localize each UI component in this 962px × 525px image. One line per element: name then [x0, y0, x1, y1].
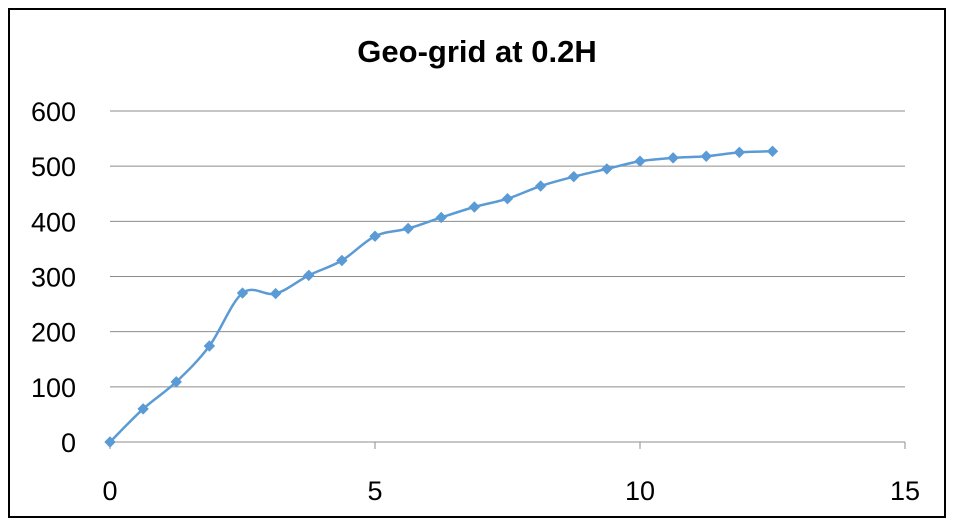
data-point-marker — [468, 201, 481, 213]
data-point-marker — [667, 152, 679, 164]
data-point-marker — [501, 193, 514, 205]
data-point-marker — [700, 150, 712, 162]
grid-lines — [110, 110, 905, 388]
data-point-marker — [601, 163, 613, 175]
data-point-marker — [435, 211, 447, 224]
data-point-marker — [269, 287, 282, 300]
data-point-marker — [170, 376, 182, 388]
y-tick-label: 600 — [31, 97, 76, 127]
data-point-marker — [369, 230, 381, 242]
series-layer — [104, 145, 779, 448]
y-tick-label: 500 — [31, 152, 76, 182]
data-point-marker — [634, 155, 646, 167]
data-point-marker — [303, 269, 315, 282]
x-tick-label: 5 — [367, 476, 382, 506]
data-point-marker — [534, 180, 547, 192]
x-tick-label: 0 — [102, 476, 117, 506]
data-point-marker — [137, 403, 149, 415]
data-point-marker — [336, 254, 348, 267]
chart-title: Geo-grid at 0.2H — [357, 34, 596, 69]
y-tick-label: 100 — [31, 373, 76, 403]
data-point-marker — [402, 222, 414, 235]
data-point-marker — [568, 170, 580, 183]
x-tick-label: 10 — [625, 476, 655, 506]
y-tick-label: 200 — [31, 318, 76, 348]
x-tick-labels: 0 5 10 15 — [102, 476, 920, 506]
chart-frame — [8, 8, 946, 518]
series-line — [108, 150, 774, 444]
data-point-marker — [104, 436, 116, 448]
data-point-marker — [236, 287, 249, 299]
y-tick-label: 400 — [31, 207, 76, 237]
data-point-marker — [203, 340, 216, 352]
data-point-marker — [766, 145, 779, 157]
y-tick-label: 300 — [31, 263, 76, 293]
y-tick-labels: 0 100 200 300 400 500 600 — [31, 97, 76, 458]
x-tick-label: 15 — [890, 476, 920, 506]
x-axis — [109, 441, 906, 449]
y-tick-label: 0 — [61, 428, 76, 458]
data-point-marker — [733, 146, 746, 159]
